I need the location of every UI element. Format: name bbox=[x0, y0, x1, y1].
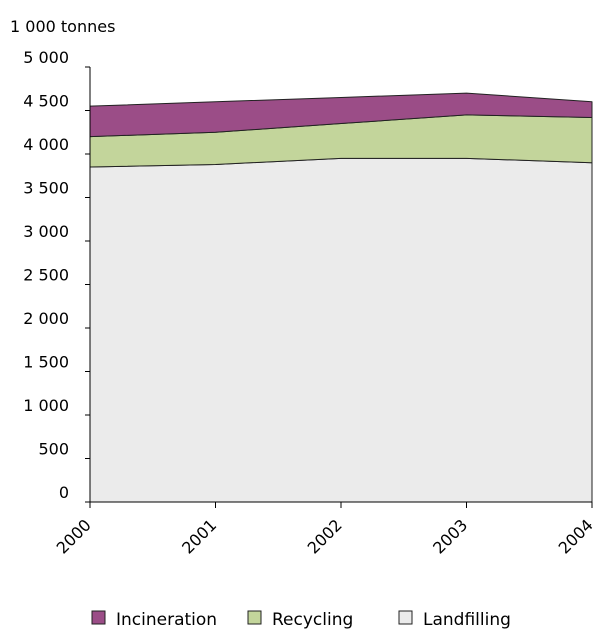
y-tick-label: 2 500 bbox=[23, 266, 69, 285]
y-tick-label: 500 bbox=[38, 440, 69, 459]
x-tick-label: 2003 bbox=[429, 515, 471, 557]
legend-swatch-recycling bbox=[247, 610, 262, 625]
legend-label-recycling: Recycling bbox=[272, 610, 353, 630]
legend: Incineration Recycling Landfilling bbox=[91, 610, 511, 630]
y-tick-label: 0 bbox=[59, 483, 69, 502]
x-tick-label: 2002 bbox=[304, 515, 346, 557]
legend-label-incineration: Incineration bbox=[116, 610, 217, 630]
y-tick-label: 4 000 bbox=[23, 135, 69, 154]
y-tick-label: 3 500 bbox=[23, 179, 69, 198]
legend-label-landfilling: Landfilling bbox=[423, 610, 511, 630]
y-axis-unit-label: 1 000 tonnes bbox=[10, 17, 115, 36]
x-tick-label: 2001 bbox=[178, 515, 220, 557]
legend-swatch-incineration bbox=[91, 610, 106, 625]
y-tick-label: 4 500 bbox=[23, 92, 69, 111]
area-series-group bbox=[89, 92, 593, 503]
x-tick-label: 2004 bbox=[555, 515, 597, 557]
y-tick-label: 3 000 bbox=[23, 222, 69, 241]
legend-swatch-landfilling bbox=[398, 610, 413, 625]
x-tick-label: 2000 bbox=[53, 515, 95, 557]
y-tick-label: 2 000 bbox=[23, 309, 69, 328]
y-tick-label: 1 000 bbox=[23, 396, 69, 415]
y-tick-label: 1 500 bbox=[23, 353, 69, 372]
area-incineration bbox=[89, 92, 593, 138]
y-tick-label: 5 000 bbox=[23, 48, 69, 67]
area-landfilling bbox=[89, 157, 593, 503]
